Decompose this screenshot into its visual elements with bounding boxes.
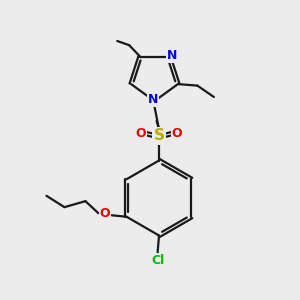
Text: O: O	[172, 127, 182, 140]
Text: S: S	[154, 128, 164, 143]
Text: N: N	[148, 93, 158, 106]
Text: N: N	[167, 49, 178, 62]
Text: O: O	[136, 127, 146, 140]
Text: O: O	[100, 207, 110, 220]
Text: Cl: Cl	[151, 254, 164, 267]
